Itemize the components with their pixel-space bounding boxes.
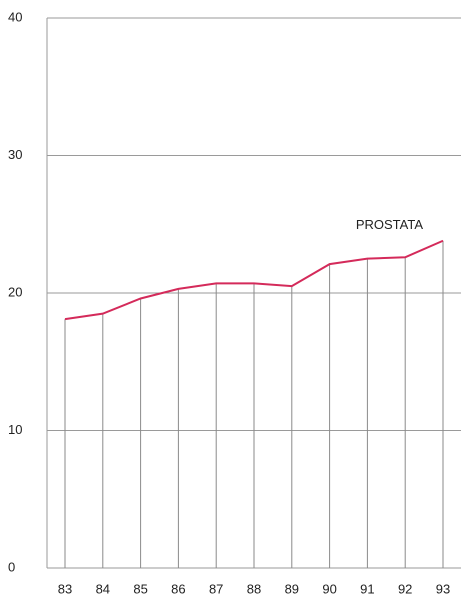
series-label: PROSTATA xyxy=(356,217,424,232)
x-tick-label: 89 xyxy=(285,581,299,596)
x-tick-label: 92 xyxy=(398,581,412,596)
x-tick-label: 84 xyxy=(96,581,110,596)
y-tick-label: 20 xyxy=(8,284,22,299)
x-tick-label: 85 xyxy=(133,581,147,596)
x-tick-label: 87 xyxy=(209,581,223,596)
x-tick-label: 93 xyxy=(436,581,450,596)
x-tick-label: 90 xyxy=(322,581,336,596)
x-tick-label: 91 xyxy=(360,581,374,596)
x-tick-label: 88 xyxy=(247,581,261,596)
y-tick-label: 10 xyxy=(8,422,22,437)
x-tick-label: 86 xyxy=(171,581,185,596)
y-tick-label: 30 xyxy=(8,147,22,162)
x-tick-label: 83 xyxy=(58,581,72,596)
y-tick-label: 0 xyxy=(8,559,15,574)
series-line xyxy=(64,239,444,321)
y-tick-label: 40 xyxy=(8,9,22,24)
